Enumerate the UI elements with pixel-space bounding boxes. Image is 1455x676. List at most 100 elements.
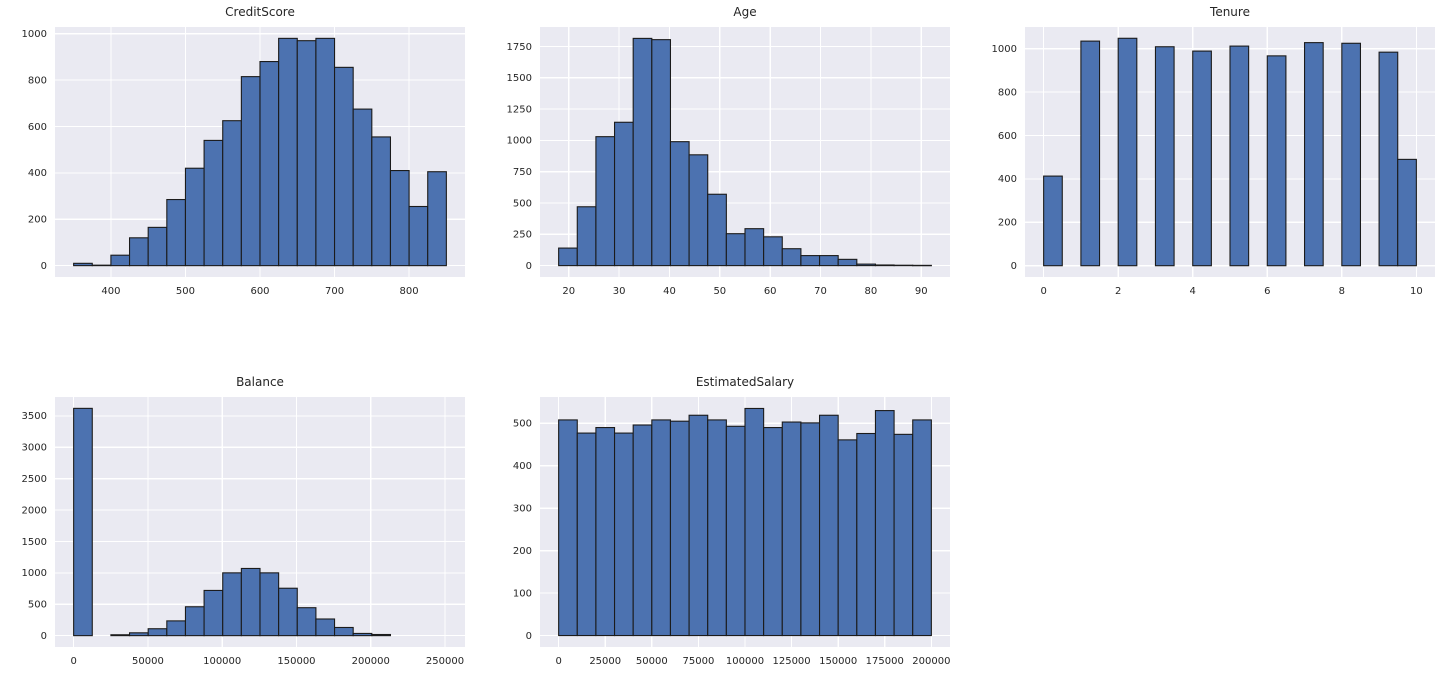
x-tick-label: 700: [325, 286, 344, 297]
y-tick-label: 800: [28, 75, 47, 86]
x-tick-label: 800: [400, 286, 419, 297]
y-tick-label: 500: [513, 419, 532, 430]
x-tick-label: 600: [250, 286, 269, 297]
x-tick-label: 75000: [683, 656, 715, 667]
x-tick-label: 30: [613, 286, 626, 297]
histogram-bar: [800, 422, 821, 637]
histogram-bar: [1266, 55, 1287, 267]
histogram-bar: [725, 425, 746, 637]
histogram-bar: [669, 420, 690, 637]
y-tick-label: 400: [513, 461, 532, 472]
histogram-bar: [818, 255, 839, 267]
y-tick-label: 1000: [992, 44, 1017, 55]
x-tick-label: 400: [101, 286, 120, 297]
histogram-bar: [222, 572, 242, 637]
histogram-bar: [278, 587, 298, 637]
histogram-bar: [110, 254, 131, 267]
histogram-bar: [688, 154, 709, 267]
x-tick-label: 2: [1115, 286, 1121, 297]
histogram-bar: [147, 226, 168, 267]
histogram-bar: [240, 567, 261, 637]
histogram-bar: [259, 572, 280, 637]
histogram-plot-tenure: 0 2 4 6 8 10 0 200 400 600 800 1000: [992, 27, 1435, 297]
subplot-creditscore: CreditScore 400 500 600 700 800 0 200 400 600 800…: [0, 0, 485, 306]
histogram-bar: [315, 618, 336, 637]
y-tick-label: 500: [513, 198, 532, 209]
histogram-bar: [688, 414, 709, 637]
histogram-bar: [893, 433, 914, 637]
chart-title-estimatedsalary: EstimatedSalary: [695, 375, 795, 389]
histogram-bar: [166, 620, 187, 637]
histogram-bar: [651, 419, 672, 637]
y-tick-label: 300: [513, 504, 532, 515]
histogram-bar: [837, 439, 858, 637]
histogram-bar: [763, 236, 783, 267]
histogram-bar: [800, 255, 821, 267]
y-tick-label: 1000: [507, 136, 532, 147]
histogram-bar: [1341, 42, 1362, 267]
histogram-bar: [632, 424, 653, 637]
histogram-bar: [1397, 158, 1417, 267]
histogram-bar: [781, 421, 802, 637]
histogram-bar: [707, 419, 727, 637]
x-tick-label: 8: [1339, 286, 1345, 297]
subplot-tenure: Tenure 0 2 4 6 8 10 0 200 400 600 800 1000: [970, 0, 1455, 306]
x-tick-label: 70: [814, 286, 827, 297]
x-tick-label: 4: [1190, 286, 1196, 297]
x-tick-label: 50000: [636, 656, 668, 667]
histogram-bar: [203, 589, 224, 637]
histogram-bar: [166, 198, 187, 267]
histogram-bar: [1229, 45, 1250, 267]
histogram-bar: [296, 607, 317, 637]
chart-title-creditscore: CreditScore: [225, 5, 295, 19]
x-tick-label: 50000: [132, 656, 164, 667]
y-tick-label: 400: [28, 168, 47, 179]
x-tick-label: 125000: [772, 656, 810, 667]
histogram-bar: [371, 136, 392, 267]
histogram-bar: [874, 264, 895, 267]
histogram-plot-balance: 0 50000 100000 150000 200000 250000 0 500 1000 15…: [22, 397, 465, 667]
x-tick-label: 500: [176, 286, 195, 297]
x-tick-label: 150000: [277, 656, 315, 667]
histogram-bar: [707, 193, 727, 267]
subplot-age: Age 20 30 40 50 60 70 80 90 0 250 500 750 1000 1250 15…: [485, 0, 970, 306]
histogram-bar: [837, 258, 858, 267]
y-tick-label: 3000: [22, 443, 47, 454]
chart-title-balance: Balance: [236, 375, 284, 389]
histogram-bar: [333, 626, 354, 637]
histogram-bar: [1378, 51, 1399, 267]
y-tick-label: 2000: [22, 505, 47, 516]
y-tick-label: 750: [513, 167, 532, 178]
histogram-bar: [1117, 37, 1138, 267]
x-tick-label: 90: [915, 286, 928, 297]
x-tick-label: 0: [1040, 286, 1046, 297]
y-tick-label: 0: [41, 261, 47, 272]
histogram-bar: [352, 632, 373, 637]
x-tick-label: 250000: [426, 656, 464, 667]
histogram-bar: [1154, 46, 1175, 267]
y-tick-label: 0: [526, 261, 532, 272]
x-tick-label: 6: [1264, 286, 1270, 297]
x-tick-label: 100000: [203, 656, 241, 667]
histogram-bar: [725, 233, 746, 267]
y-tick-label: 0: [41, 631, 47, 642]
y-tick-label: 800: [998, 87, 1017, 98]
y-tick-label: 600: [28, 122, 47, 133]
histogram-bar: [73, 407, 93, 637]
y-tick-label: 1750: [507, 42, 532, 53]
chart-title-tenure: Tenure: [1210, 5, 1250, 19]
x-tick-label: 150000: [819, 656, 857, 667]
y-tick-label: 200: [998, 218, 1017, 229]
histogram-bar: [856, 263, 877, 267]
x-tick-label: 175000: [866, 656, 904, 667]
y-tick-label: 100: [513, 588, 532, 599]
y-tick-label: 2500: [22, 474, 47, 485]
histogram-bar: [408, 205, 429, 267]
y-tick-label: 400: [998, 174, 1017, 185]
y-tick-label: 1000: [22, 568, 47, 579]
histogram-bar: [296, 40, 317, 267]
histogram-bar: [240, 76, 261, 267]
histogram-bar: [184, 606, 205, 637]
x-tick-label: 25000: [589, 656, 621, 667]
